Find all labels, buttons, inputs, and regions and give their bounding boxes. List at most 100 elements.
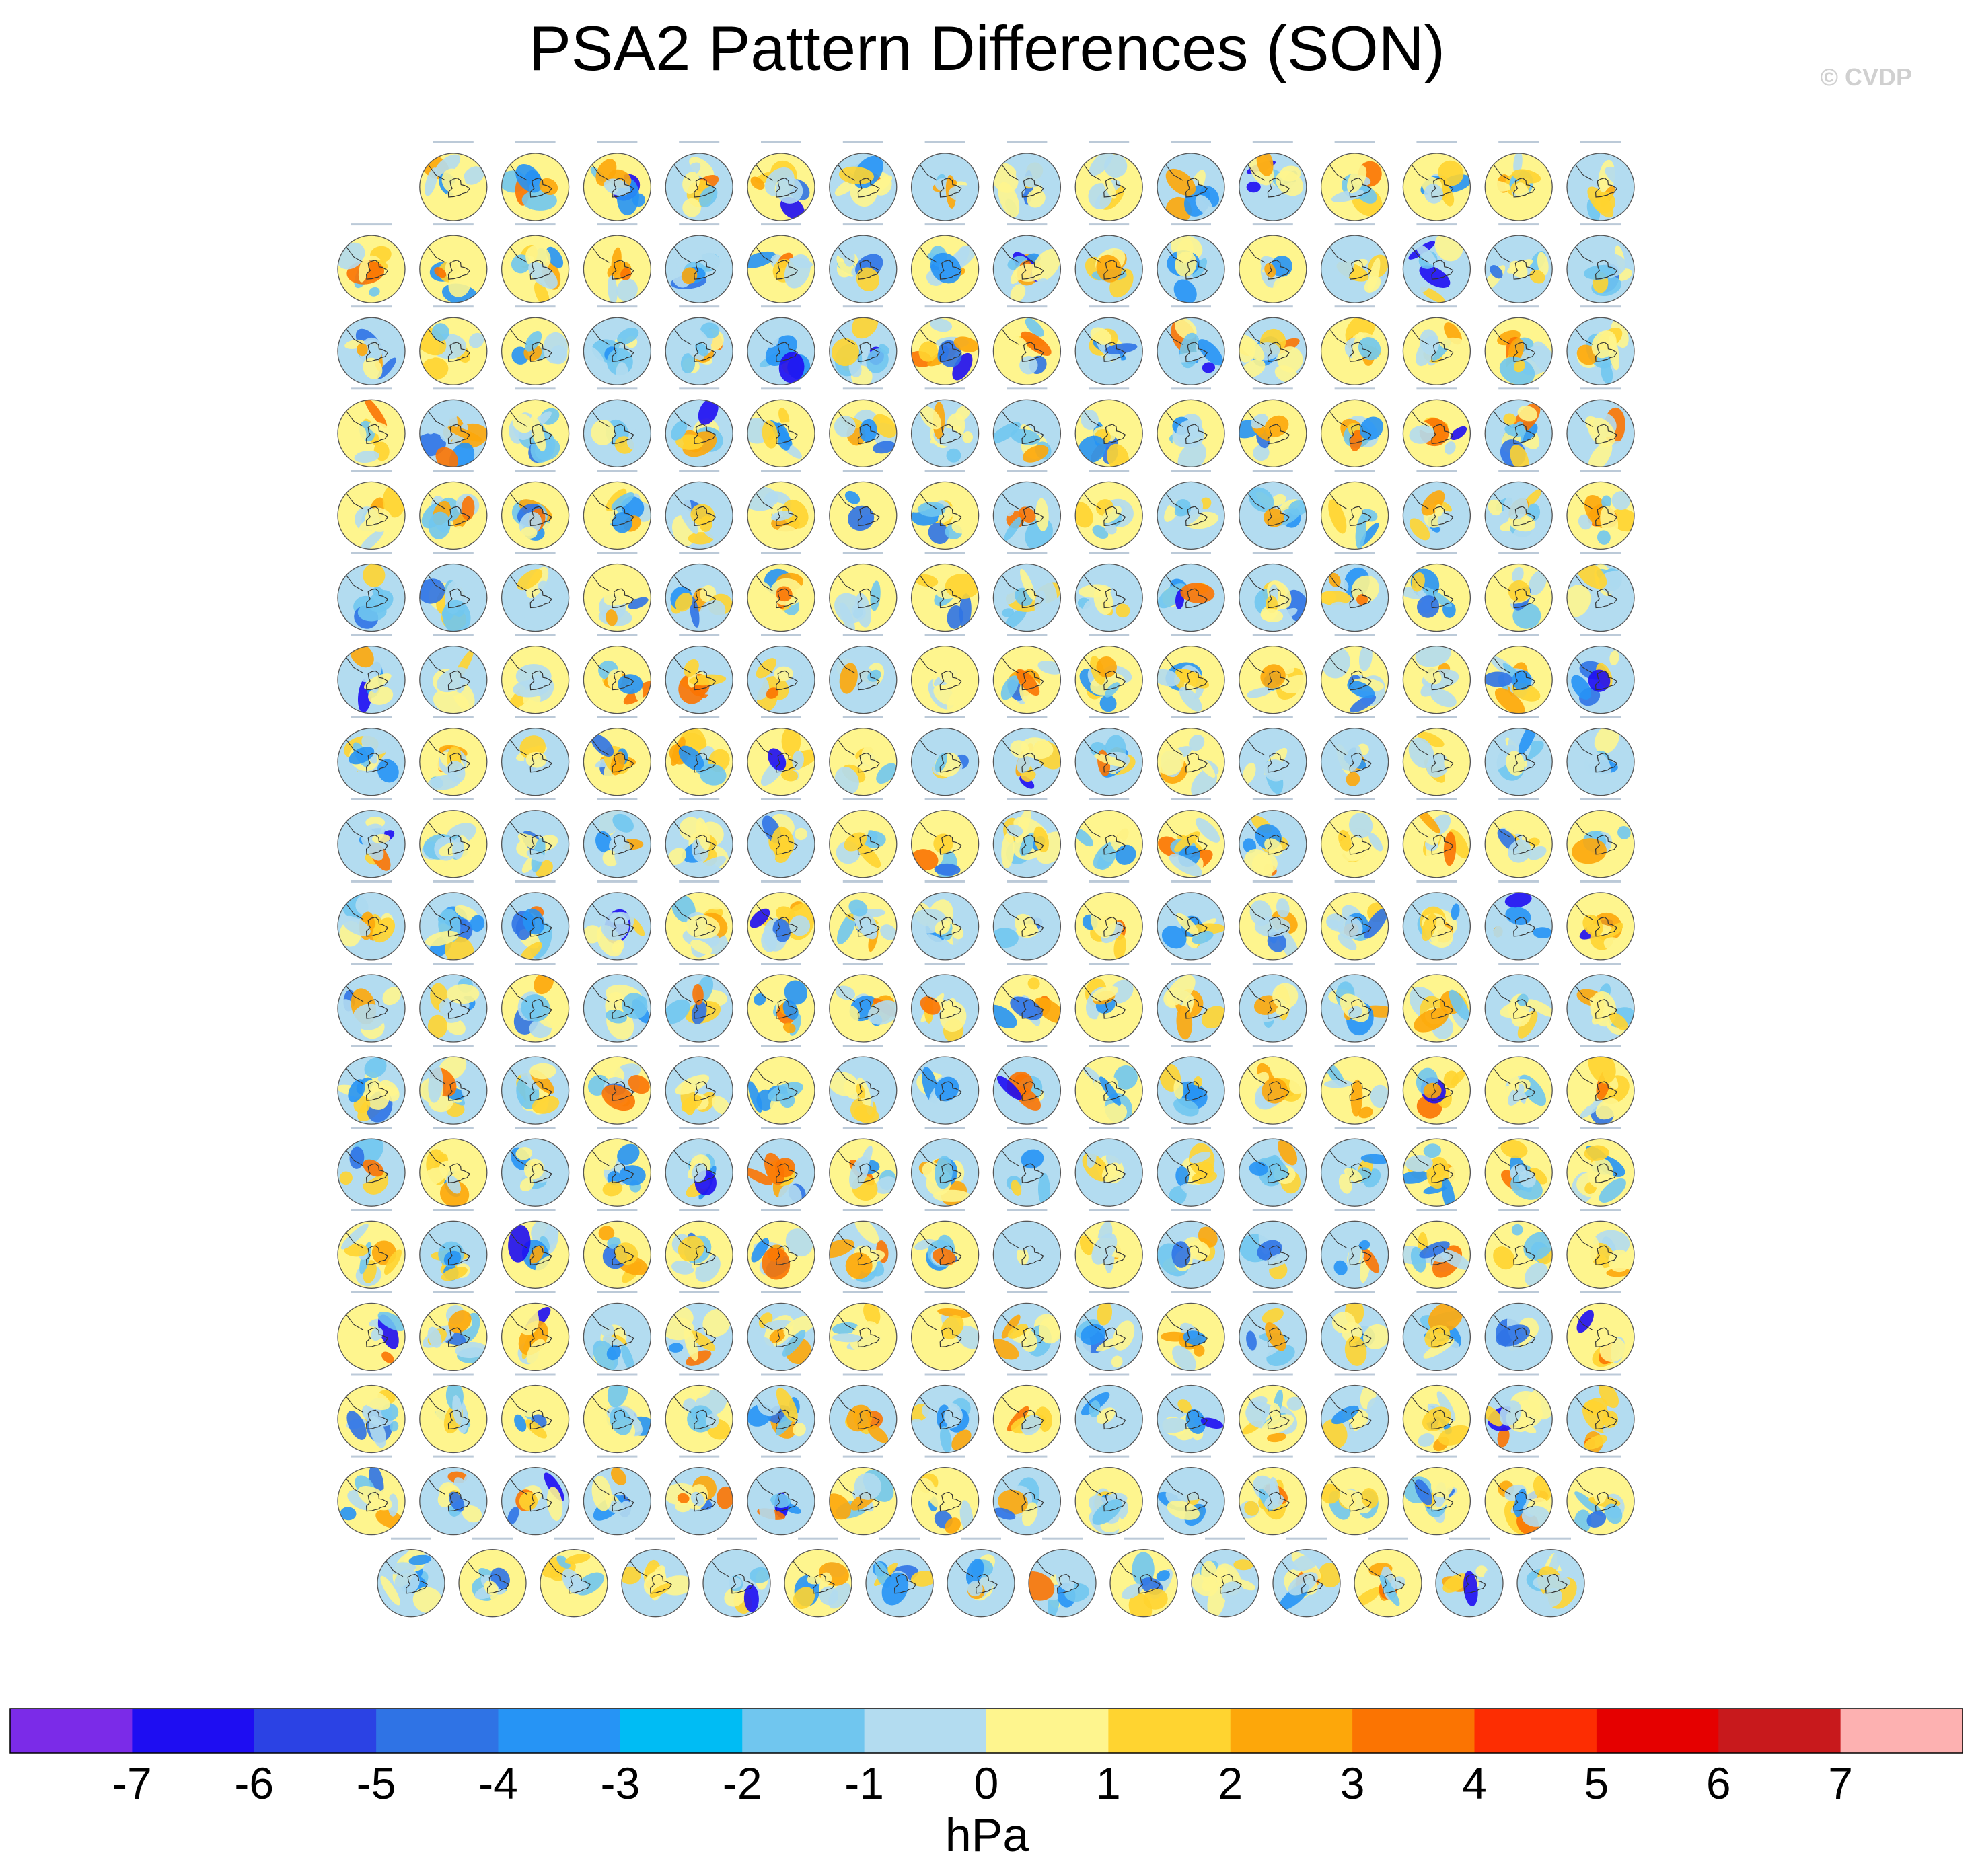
map-panel: [419, 141, 488, 221]
map-panel: [829, 634, 898, 714]
map-panel: [1239, 1291, 1307, 1372]
map-panel: [747, 223, 815, 303]
map-panel: [1157, 470, 1225, 550]
map-panel: [747, 1045, 815, 1125]
colorbar-tick-label: 5: [1584, 1758, 1609, 1808]
map-panel: [1074, 141, 1143, 221]
map-panel: [419, 305, 488, 385]
chart-title: PSA2 Pattern Differences (SON): [529, 13, 1445, 83]
map-panel: [1028, 1537, 1097, 1618]
map-panel: [829, 552, 898, 632]
map-panel: [910, 634, 980, 714]
colorbar-tick-label: -6: [234, 1758, 274, 1808]
colorbar-tick-label: 2: [1218, 1758, 1243, 1808]
map-panel: [377, 1537, 445, 1618]
map-panel: [1239, 880, 1307, 961]
map-panel: [992, 223, 1062, 303]
map-panel: [1320, 1127, 1389, 1207]
map-panel: [1402, 387, 1471, 467]
map-panel: [829, 1127, 898, 1207]
map-panel: [910, 305, 980, 385]
map-panel: [1074, 470, 1143, 550]
map-panel: [501, 880, 570, 961]
colorbar-tick-label: 1: [1096, 1758, 1121, 1808]
map-panel: [910, 963, 980, 1043]
map-panel: [419, 1373, 488, 1454]
map-panel: [992, 552, 1062, 632]
colorbar-tick-label: -2: [723, 1758, 762, 1808]
map-panel: [419, 1045, 488, 1125]
map-panel: [1074, 1455, 1143, 1536]
map-panel: [829, 1045, 898, 1125]
map-panel: [1239, 387, 1307, 467]
map-panel: [1320, 305, 1389, 385]
map-panel: [419, 1291, 488, 1372]
map-panel: [583, 141, 652, 221]
map-panel: [910, 387, 980, 467]
map-panel: [1566, 141, 1635, 221]
colorbar-tick-label: 3: [1340, 1758, 1365, 1808]
map-panel: [1484, 798, 1553, 878]
map-panel: [910, 1373, 980, 1454]
map-panel: [1566, 223, 1635, 303]
map-panel: [501, 1209, 570, 1289]
map-panel: [665, 1209, 733, 1289]
colorbar-tick-label: -3: [601, 1758, 641, 1808]
colorbar-swatch: [376, 1709, 499, 1753]
map-panel: [337, 1455, 406, 1536]
map-panel: [1074, 387, 1143, 467]
map-panel: [1320, 387, 1389, 467]
map-panel: [1566, 634, 1635, 714]
map-panel: [1074, 305, 1143, 385]
map-panel: [419, 387, 488, 467]
map-panel: [1402, 880, 1471, 961]
colorbar-swatch: [986, 1709, 1109, 1753]
map-panel: [1566, 552, 1635, 632]
map-panel: [1566, 963, 1635, 1043]
map-panel: [1320, 634, 1389, 714]
map-panel: [1484, 387, 1553, 467]
map-panel: [583, 1373, 652, 1454]
map-panel: [747, 470, 815, 550]
map-panel: [1239, 963, 1307, 1043]
map-panel: [1402, 141, 1471, 221]
map-panel: [1566, 1127, 1635, 1207]
map-panel: [583, 470, 652, 550]
map-panel: [1320, 223, 1389, 303]
map-panel: [1566, 1455, 1635, 1536]
map-panel: [1239, 1045, 1307, 1125]
watermark-text: © CVDP: [1820, 63, 1912, 91]
map-panel: [1157, 798, 1225, 878]
colorbar-tick-label: -7: [112, 1758, 152, 1808]
map-panel: [784, 1537, 852, 1618]
map-panel: [1402, 1373, 1471, 1454]
colorbar-tick-label: -5: [357, 1758, 396, 1808]
map-panel: [501, 1127, 570, 1207]
map-panel: [337, 1045, 406, 1125]
map-panel: [1239, 798, 1307, 878]
map-panel: [1484, 1455, 1553, 1536]
map-panel: [501, 305, 570, 385]
map-panel: [1402, 305, 1471, 385]
map-panel: [992, 716, 1062, 796]
map-panel: [1157, 634, 1225, 714]
map-panel: [1566, 305, 1635, 385]
map-panel: [1566, 1045, 1635, 1125]
map-panel: [1484, 1127, 1553, 1207]
map-panel: [1484, 1373, 1553, 1454]
colorbar-swatch: [132, 1709, 255, 1753]
map-panel: [419, 634, 488, 714]
map-panel: [747, 552, 815, 632]
map-panel: [1402, 1455, 1471, 1536]
colorbar-swatch: [1840, 1709, 1963, 1753]
map-panel: [337, 305, 406, 385]
map-panel: [419, 1455, 488, 1536]
map-panel: [747, 305, 815, 385]
map-panel: [747, 1455, 815, 1536]
map-panel: [665, 387, 733, 467]
map-panel: [1402, 1045, 1471, 1125]
colorbar-swatch: [1352, 1709, 1475, 1753]
map-panel: [747, 141, 815, 221]
map-panel: [1320, 552, 1389, 632]
map-panel: [1320, 1291, 1389, 1372]
